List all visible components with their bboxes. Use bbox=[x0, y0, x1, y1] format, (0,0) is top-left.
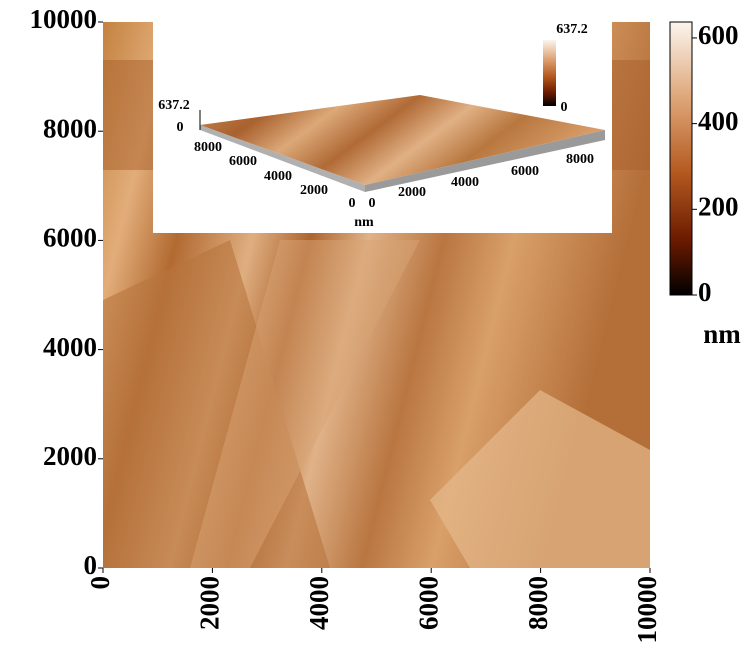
x-tick-label: 2000 bbox=[195, 576, 225, 630]
colorbar-unit: nm bbox=[703, 319, 741, 349]
y-tick-label: 8000 bbox=[43, 113, 97, 143]
chart: 0200040006000800010000020004000600080001… bbox=[0, 0, 754, 662]
y-tick-label: 2000 bbox=[43, 441, 97, 471]
x-tick-label: 6000 bbox=[413, 576, 443, 630]
inset-z-tick-label: 0 bbox=[177, 120, 184, 135]
inset-colorbar-tick-label: 637.2 bbox=[556, 22, 588, 37]
inset-z-tick-label: 637.2 bbox=[158, 98, 190, 113]
inset-y-tick-label: 8000 bbox=[194, 140, 222, 155]
inset-x-tick-label: 0 bbox=[369, 196, 376, 211]
inset-x-tick-label: 6000 bbox=[511, 164, 539, 179]
colorbar-tick-label: 0 bbox=[698, 277, 712, 307]
inset-x-tick-label: 2000 bbox=[398, 185, 426, 200]
colorbar bbox=[670, 22, 692, 295]
y-tick-label: 6000 bbox=[43, 223, 97, 253]
inset-y-tick-label: 0 bbox=[349, 196, 356, 211]
x-tick-label: 8000 bbox=[523, 576, 553, 630]
x-tick-label: 4000 bbox=[304, 576, 334, 630]
y-tick-label: 0 bbox=[84, 550, 98, 580]
colorbar-tick-label: 600 bbox=[698, 20, 739, 50]
inset-unit: nm bbox=[354, 215, 374, 230]
y-tick-label: 10000 bbox=[30, 4, 98, 34]
inset-colorbar-tick-label: 0 bbox=[561, 100, 568, 115]
x-tick-label: 0 bbox=[85, 576, 115, 590]
inset-x-tick-label: 8000 bbox=[566, 152, 594, 167]
x-tick-label: 10000 bbox=[632, 576, 662, 644]
inset-y-tick-label: 6000 bbox=[229, 154, 257, 169]
colorbar-tick-label: 200 bbox=[698, 192, 739, 222]
y-tick-label: 4000 bbox=[43, 332, 97, 362]
inset-y-tick-label: 2000 bbox=[300, 183, 328, 198]
inset-y-tick-label: 4000 bbox=[264, 169, 292, 184]
inset-x-tick-label: 4000 bbox=[451, 175, 479, 190]
colorbar-tick-label: 400 bbox=[698, 106, 739, 136]
